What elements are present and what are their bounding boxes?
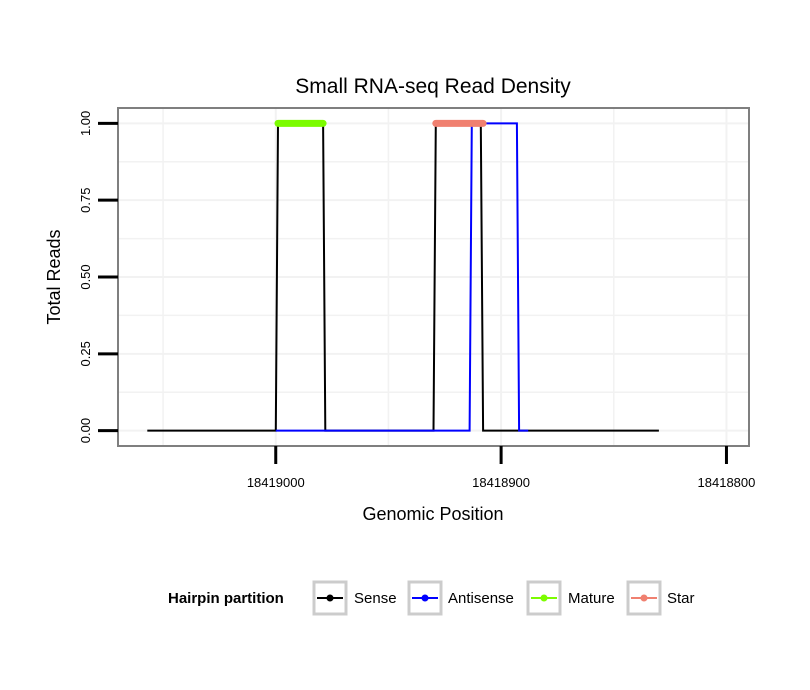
- series-line-antisense: [275, 122, 529, 432]
- x-tick-label: 18418800: [698, 475, 756, 490]
- y-tick-label: 1.00: [78, 111, 93, 136]
- y-tick-label: 0.00: [78, 418, 93, 443]
- legend-key-point-star: [640, 594, 648, 602]
- x-axis-ticks: 18419000 18418900 18418800: [247, 446, 756, 490]
- y-axis-ticks: 0.00 0.25 0.50 0.75 1.00: [78, 111, 118, 443]
- legend-label-mature: Mature: [568, 590, 615, 607]
- legend-label-antisense: Antisense: [448, 590, 514, 607]
- series-layer: [147, 119, 659, 432]
- y-tick-label: 0.75: [78, 188, 93, 213]
- y-tick-label: 0.50: [78, 264, 93, 289]
- legend-key-point-mature: [540, 594, 548, 602]
- x-tick-label: 18419000: [247, 475, 305, 490]
- legend-key-point-sense: [326, 594, 334, 602]
- x-tick-label: 18418900: [472, 475, 530, 490]
- legend-label-sense: Sense: [354, 590, 397, 607]
- x-axis-title: Genomic Position: [362, 504, 503, 524]
- legend-title: Hairpin partition: [168, 590, 284, 607]
- y-tick-label: 0.25: [78, 341, 93, 366]
- legend-label-star: Star: [667, 590, 695, 607]
- chart-title: Small RNA-seq Read Density: [295, 75, 571, 98]
- y-axis-title: Total Reads: [44, 229, 64, 324]
- legend-key-point-antisense: [421, 594, 429, 602]
- legend: Hairpin partition Sense Antisense Mature St…: [168, 580, 695, 616]
